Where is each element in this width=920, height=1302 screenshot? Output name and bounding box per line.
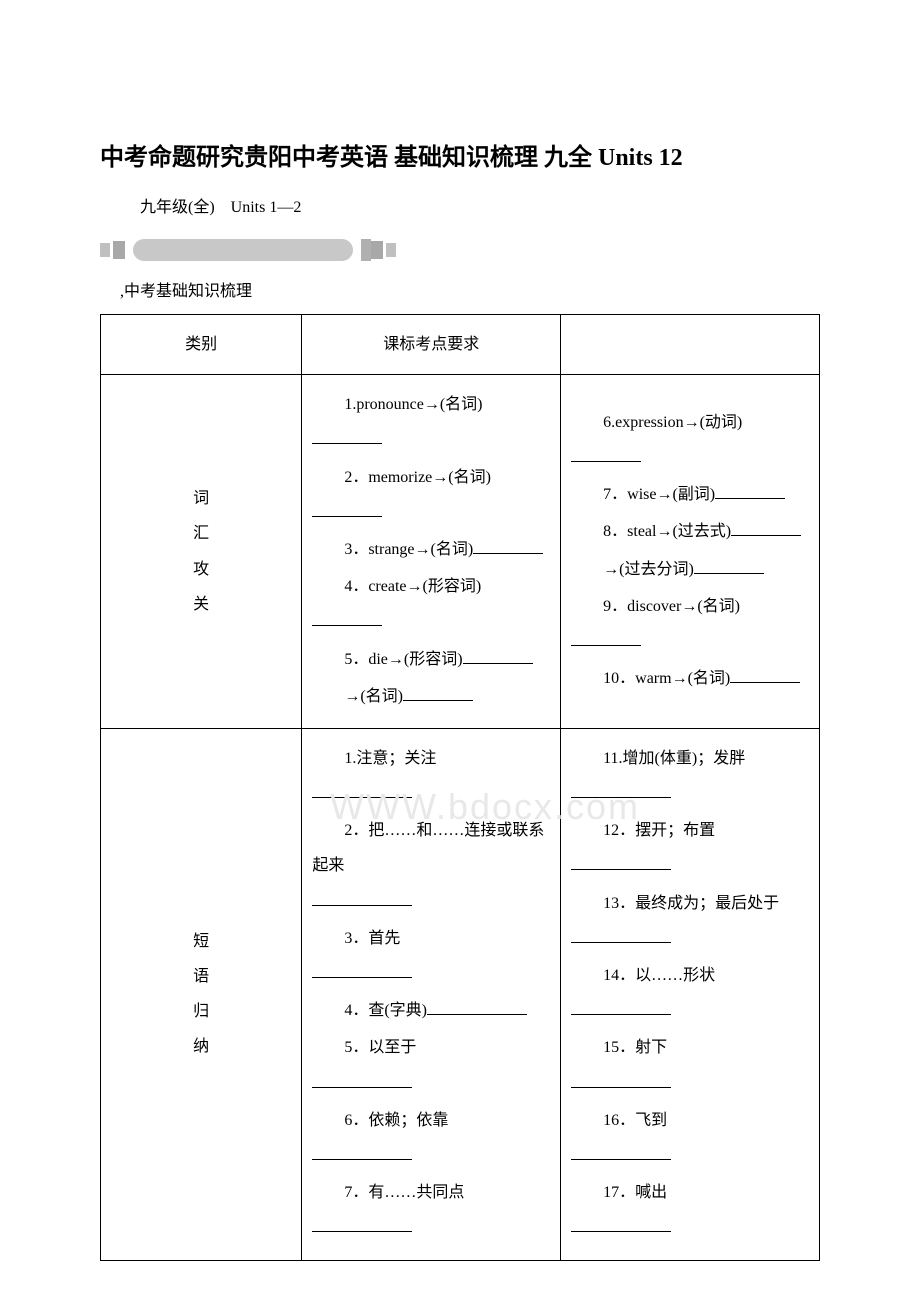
header-category: 类别	[101, 315, 302, 375]
phrase-col3: 11.增加(体重)；发胖 12．摆开；布置 13．最终成为；最后处于 14．以……	[561, 728, 820, 1260]
vocab-col2: 1.pronounce→(名词) 2．memorize→(名词) 3．stran…	[302, 375, 561, 729]
header-empty	[561, 315, 820, 375]
vocab-row: 词 汇 攻 关 1.pronounce→(名词) 2．memorize→(名词)…	[101, 375, 820, 729]
page-title: 中考命题研究贵阳中考英语 基础知识梳理 九全 Units 12	[100, 140, 820, 176]
table-header-row: 类别 课标考点要求	[101, 315, 820, 375]
phrase-col2: 1.注意；关注 2．把……和……连接或联系起来 3．首先 4．查(字典) 5．以…	[302, 728, 561, 1260]
phrase-row: 短 语 归 纳 1.注意；关注 2．把……和……连接或联系起来 3．首先 4．查…	[101, 728, 820, 1260]
main-table: 类别 课标考点要求 词 汇 攻 关 1.pronounce→(名词) 2．mem…	[100, 314, 820, 1261]
vocab-col3: 6.expression→(动词) 7．wise→(副词) 8．steal→(过…	[561, 375, 820, 729]
section-label: ,中考基础知识梳理	[120, 280, 820, 304]
phrase-category: 短 语 归 纳	[101, 728, 302, 1260]
vocab-category: 词 汇 攻 关	[101, 375, 302, 729]
header-requirement: 课标考点要求	[302, 315, 561, 375]
subtitle: 九年级(全) Units 1—2	[140, 196, 820, 220]
decorative-bar	[100, 235, 820, 265]
